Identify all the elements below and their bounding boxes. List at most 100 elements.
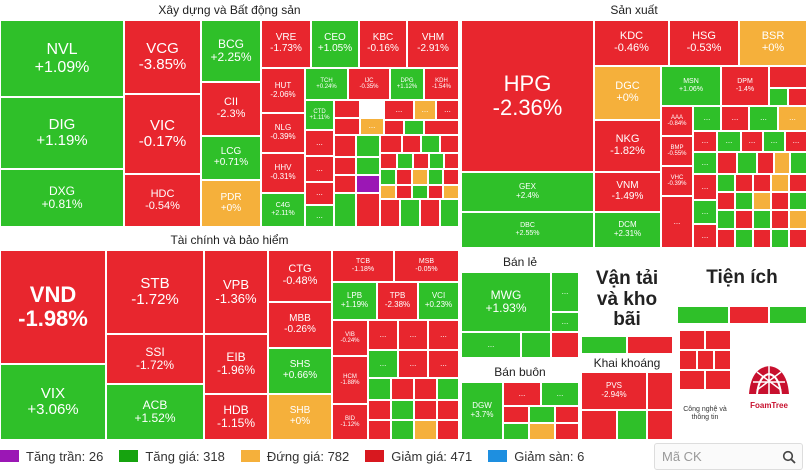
stock-VPB[interactable]: VPB -1.36% [204,250,268,334]
small-bl-1[interactable]: ... [551,272,579,312]
stock-HHV[interactable]: HHV -0.31% [261,153,305,193]
stock-VND[interactable]: VND -1.98% [0,250,106,364]
small-tc-15[interactable] [368,420,391,440]
small-xd-40[interactable] [380,199,400,227]
small-xd-20[interactable] [334,157,356,175]
small-xd-23[interactable] [397,153,413,169]
small-sx-9[interactable]: ... [693,131,717,152]
small-xd-15[interactable] [356,135,380,157]
small-sx-37[interactable] [789,210,807,229]
small-cn-6[interactable] [679,370,705,390]
small-sx-4[interactable]: ... [693,106,721,131]
search-icon[interactable] [782,450,796,464]
small-xd-18[interactable] [421,135,440,153]
small-sx-28[interactable] [717,192,735,210]
small-xd-17[interactable] [402,135,421,153]
small-tc-6[interactable]: ... [428,350,459,378]
stock-CTG[interactable]: CTG -0.48% [268,250,332,302]
stock-PDR[interactable]: PDR +0% [201,180,261,227]
small-sx-15[interactable] [717,152,737,174]
small-xd-28[interactable] [380,169,396,185]
small-ti-3[interactable] [769,306,807,324]
stock-LPB[interactable]: LPB +1.19% [332,282,377,320]
stock-TPB[interactable]: TPB -2.38% [377,282,418,320]
small-sx-16[interactable] [737,152,757,174]
small-sx-23[interactable] [717,174,735,192]
stock-KDC[interactable]: KDC -0.46% [594,20,669,66]
stock-DXG[interactable]: DXG +0.81% [0,169,124,227]
small-sx-21[interactable]: ... [693,200,717,224]
small-cn-1[interactable] [679,330,705,350]
stock-TCB[interactable]: TCB -1.18% [332,250,394,282]
small-sx-18[interactable] [774,152,790,174]
small-xd-37[interactable] [412,185,428,199]
small-xd-8[interactable] [404,120,424,135]
stock-STB[interactable]: STB -1.72% [106,250,204,334]
stock-BID[interactable]: BID -1.12% [332,404,368,440]
small-bb-2[interactable]: ... [541,382,579,406]
small-tc-16[interactable] [391,420,414,440]
stock-DGC[interactable]: DGC +0% [594,66,661,120]
small-sx-13[interactable]: ... [785,131,807,152]
small-tc-7[interactable] [368,378,391,400]
stock-MSN[interactable]: MSN +1.06% [661,66,721,106]
small-xd-31[interactable] [428,169,443,185]
small-sx-3[interactable] [788,88,807,106]
small-sx-25[interactable] [753,174,771,192]
small-xd-2[interactable]: ... [360,118,384,135]
small-cn-5[interactable] [714,350,731,370]
stock-VIB[interactable]: VIB -0.24% [332,320,368,356]
small-cn-2[interactable] [705,330,731,350]
small-tc-3[interactable]: ... [428,320,459,350]
stock-DCM[interactable]: DCM +2.31% [594,212,661,248]
small-xd-ceiling[interactable] [356,175,380,193]
small-sx-34[interactable] [735,210,753,229]
legend-down[interactable]: Giảm giá: 471 [365,449,472,464]
small-sx-22[interactable]: ... [693,224,717,248]
stock-SHB[interactable]: SHB +0% [268,394,332,440]
small-sx-36[interactable] [771,210,789,229]
small-xd-36[interactable] [396,185,412,199]
small-bb-4[interactable] [529,406,555,423]
stock-SSI[interactable]: SSI -1.72% [106,334,204,384]
stock-KBC[interactable]: KBC -0.16% [359,20,407,68]
legend-unchanged[interactable]: Đứng giá: 782 [240,449,349,464]
small-tc-4[interactable]: ... [368,350,398,378]
stock-VCG[interactable]: VCG -3.85% [124,20,201,94]
small-sx-8[interactable]: ... [661,196,693,248]
small-xd-27[interactable] [334,175,356,193]
small-xd-43[interactable] [440,199,459,227]
small-tc-5[interactable]: ... [398,350,428,378]
small-xd-19[interactable] [440,135,459,153]
small-xd-32[interactable] [443,169,459,185]
small-vt-2[interactable] [627,336,673,354]
stock-HCM[interactable]: HCM -1.88% [332,356,368,404]
small-kk-3[interactable] [617,410,647,440]
small-xd-14[interactable] [334,135,356,157]
small-xd-7[interactable] [384,120,404,135]
small-sx-11[interactable]: ... [741,131,763,152]
small-tc-8[interactable] [391,378,414,400]
small-sx-39[interactable] [735,229,753,248]
small-bb-5[interactable] [555,406,579,423]
stock-DPM[interactable]: DPM -1.4% [721,66,769,106]
small-sx-38[interactable] [717,229,735,248]
small-xd-42[interactable] [420,199,440,227]
stock-SHS[interactable]: SHS +0.66% [268,348,332,394]
stock-BMP[interactable]: BMP -0.55% [661,136,693,166]
small-sx-5[interactable]: ... [721,106,749,131]
small-tc-2[interactable]: ... [398,320,428,350]
stock-CEO[interactable]: CEO +1.05% [311,20,359,68]
small-sx-7[interactable]: ... [778,106,807,131]
small-xd-29[interactable] [396,169,412,185]
small-xd-21[interactable] [356,157,380,175]
small-xd-1[interactable] [334,100,360,118]
stock-PVS[interactable]: PVS -2.94% [581,372,647,410]
stock-DBC[interactable]: DBC +2.55% [461,212,594,248]
small-sx-41[interactable] [771,229,789,248]
small-xd-38[interactable] [428,185,443,199]
stock-BCG[interactable]: BCG +2.25% [201,20,261,82]
small-bl-4[interactable] [521,332,551,358]
small-sx-6[interactable]: ... [749,106,778,131]
small-tc-14[interactable] [437,400,459,420]
